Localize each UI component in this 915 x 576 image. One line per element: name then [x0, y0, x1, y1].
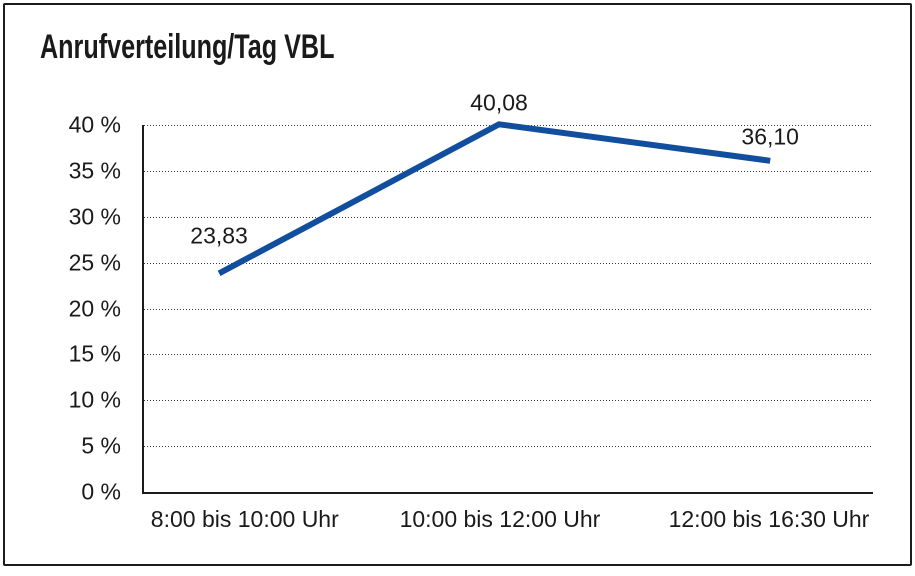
y-tick-label: 0 % [81, 478, 121, 505]
series-plot [217, 121, 771, 277]
gridline [144, 262, 873, 264]
y-tick-label: 25 % [68, 249, 121, 276]
series-line [217, 121, 771, 277]
gridline [144, 354, 873, 356]
y-axis-labels: 0 % 5 % 10 % 15 % 20 % 25 % 30 % 35 % 40 % [0, 112, 121, 505]
y-tick-label: 30 % [68, 203, 121, 230]
chart-frame [3, 3, 912, 566]
data-point-label: 40,08 [470, 89, 528, 116]
x-category-label: 12:00 bis 16:30 Uhr [668, 506, 870, 532]
gridline [144, 446, 873, 448]
x-category-label: 10:00 bis 12:00 Uhr [399, 506, 601, 532]
gridline [144, 216, 873, 218]
x-axis-labels: 8:00 bis 10:00 Uhr 10:00 bis 12:00 Uhr 12:… [142, 506, 871, 536]
y-tick-label: 5 % [81, 432, 121, 459]
y-tick-label: 15 % [68, 340, 121, 367]
data-point-label: 23,83 [190, 222, 248, 249]
gridline [144, 170, 873, 172]
x-category-label: 8:00 bis 10:00 Uhr [150, 506, 339, 532]
chart-title: Anrufverteilung/Tag VBL [40, 28, 335, 66]
gridline [144, 400, 873, 402]
y-tick-label: 10 % [68, 386, 121, 413]
y-tick-label: 35 % [68, 157, 121, 184]
plot-area: 23,83 40,08 36,10 [142, 90, 873, 494]
data-point-label: 36,10 [741, 123, 799, 150]
gridline [144, 308, 873, 310]
y-tick-label: 20 % [68, 295, 121, 321]
y-tick-label: 40 % [68, 111, 121, 138]
